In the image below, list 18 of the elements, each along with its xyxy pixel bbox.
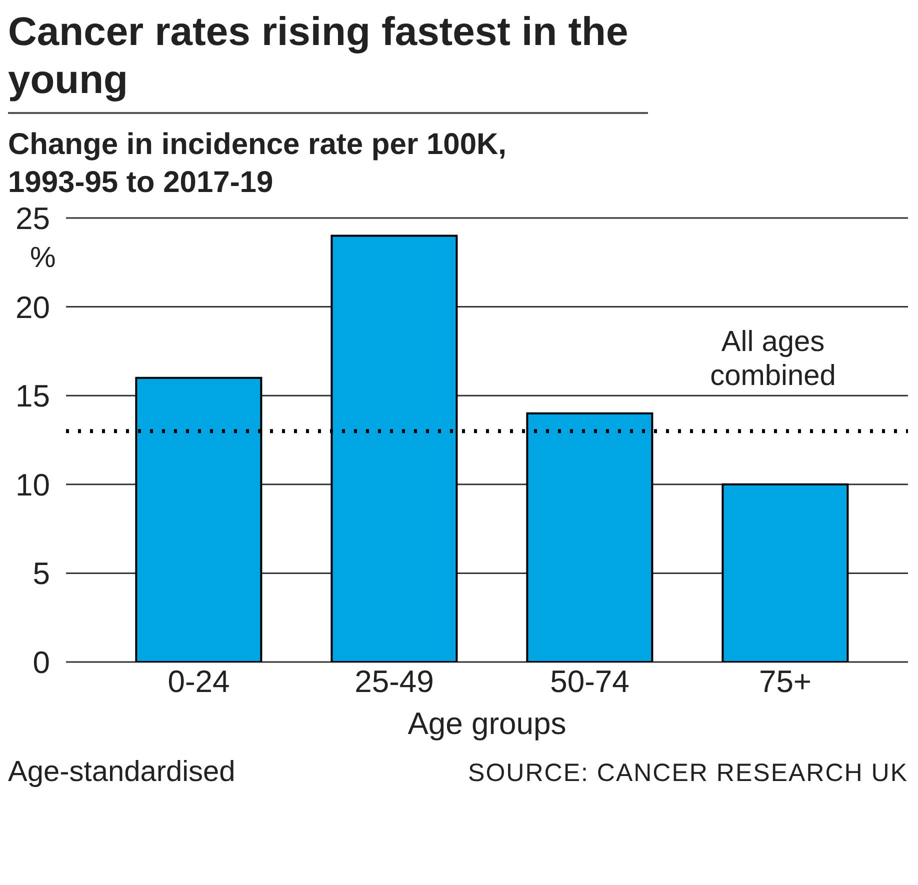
chart-subtitle: Change in incidence rate per 100K, 1993-95 to 2017-19 xyxy=(8,127,508,201)
y-axis-title: % xyxy=(30,242,56,275)
x-axis-title: Age groups xyxy=(408,706,566,742)
x-tick-label: 25-49 xyxy=(354,664,434,700)
source-note: SOURCE: CANCER RESEARCH UK xyxy=(468,759,908,788)
ref-line-label: All ages combined xyxy=(710,326,836,392)
y-tick-label: 0 xyxy=(32,645,50,680)
y-tick-label: 5 xyxy=(32,556,50,592)
y-tick-label: 15 xyxy=(16,378,50,414)
bar xyxy=(722,483,849,662)
y-tick-label: 20 xyxy=(16,290,50,325)
y-tick-label: 10 xyxy=(16,467,50,502)
x-tick-label: 0-24 xyxy=(168,664,230,700)
y-tick-label: 25 xyxy=(16,201,50,236)
x-tick-label: 50-74 xyxy=(550,664,630,700)
x-tick-label: 75+ xyxy=(758,664,812,700)
chart-title: Cancer rates rising fastest in the young xyxy=(8,8,648,114)
text: Age-standardised xyxy=(8,756,236,789)
